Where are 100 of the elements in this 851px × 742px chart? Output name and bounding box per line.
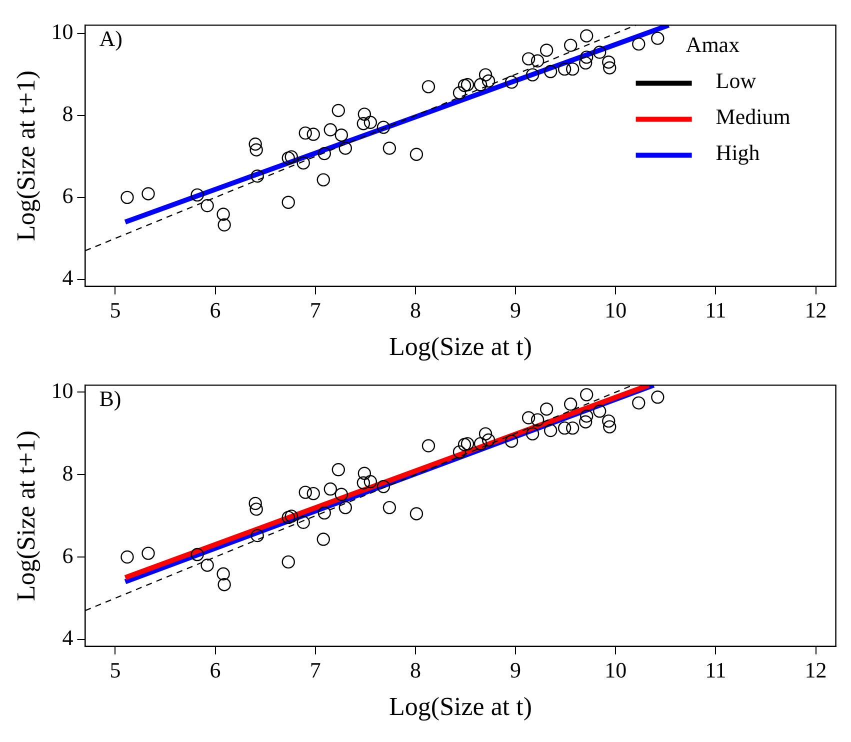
point [318, 506, 331, 520]
point [296, 156, 310, 170]
y-tick-label: 6 [62, 183, 74, 208]
point [382, 142, 396, 155]
point [458, 78, 472, 92]
point [410, 148, 424, 161]
point [364, 475, 378, 488]
x-tick-label: 6 [210, 657, 221, 682]
y-tick-label: 10 [51, 19, 74, 44]
point [564, 38, 578, 52]
point [282, 151, 295, 165]
point [190, 188, 204, 202]
point [460, 437, 474, 450]
point [218, 218, 231, 232]
point [332, 104, 346, 118]
point [376, 480, 390, 494]
point [410, 507, 424, 520]
point [250, 502, 263, 516]
point [602, 414, 616, 428]
point [482, 433, 496, 447]
x-axis-title: Log(Size at t) [389, 692, 532, 722]
point [474, 437, 488, 450]
point [632, 396, 646, 410]
point [250, 528, 264, 542]
point [364, 116, 378, 129]
point [356, 117, 370, 130]
point [478, 68, 492, 82]
point [316, 173, 330, 186]
point [250, 143, 263, 156]
y-tick-label: 8 [62, 460, 74, 486]
legend-label: Medium [716, 104, 790, 129]
point [474, 78, 488, 92]
point [376, 120, 390, 134]
annotation: B) [99, 386, 122, 411]
point [358, 108, 372, 121]
legend-label: High [716, 140, 760, 165]
point [200, 558, 214, 572]
point [540, 402, 554, 416]
x-tick-label: 10 [604, 297, 627, 322]
point [316, 532, 330, 546]
point [579, 415, 592, 428]
point [298, 126, 312, 140]
y-tick-label: 6 [62, 542, 74, 568]
y-axis-title: Log(Size at t+1) [11, 430, 40, 602]
x-tick-label: 8 [410, 657, 421, 682]
point [218, 578, 231, 592]
point [603, 61, 616, 74]
y-tick-label: 4 [62, 625, 74, 650]
point [358, 466, 372, 480]
point [580, 29, 594, 42]
point [332, 463, 346, 476]
point [579, 56, 592, 70]
x-tick-label: 10 [604, 657, 627, 682]
point [530, 54, 544, 68]
y-tick-label: 8 [62, 101, 74, 126]
point [593, 46, 606, 59]
y-tick-label: 4 [62, 265, 74, 290]
point [452, 445, 466, 459]
y-tick-label: 10 [51, 378, 74, 403]
point [504, 76, 518, 89]
legend-title: Amax [686, 32, 740, 57]
point [282, 196, 295, 209]
point [382, 500, 396, 514]
point [142, 546, 155, 560]
point [566, 421, 580, 435]
point [190, 548, 204, 562]
x-axis-title: Log(Size at t) [389, 332, 532, 362]
point [298, 486, 312, 499]
point [580, 388, 594, 402]
point [306, 128, 320, 141]
point [651, 32, 664, 45]
point [482, 74, 496, 88]
point [593, 404, 606, 418]
y-axis-title: Log(Size at t+1) [11, 70, 40, 242]
point [540, 44, 554, 57]
point [522, 52, 536, 66]
point [526, 427, 540, 440]
point [478, 427, 492, 440]
point [422, 439, 436, 452]
point [306, 486, 320, 500]
point [602, 56, 616, 69]
x-tick-label: 7 [310, 297, 321, 322]
point [338, 500, 352, 514]
point [452, 86, 466, 100]
x-tick-label: 11 [705, 297, 726, 322]
point [558, 62, 572, 76]
point [318, 146, 331, 160]
point [248, 496, 262, 510]
x-tick-label: 11 [705, 657, 726, 682]
point [530, 413, 544, 426]
point [526, 68, 540, 82]
point [544, 424, 558, 438]
point [564, 398, 578, 411]
point [422, 80, 436, 94]
x-tick-label: 9 [510, 297, 522, 322]
legend-label: Low [716, 68, 756, 93]
x-tick-label: 8 [410, 297, 421, 322]
point [504, 434, 518, 448]
x-tick-label: 12 [804, 657, 827, 682]
point [334, 488, 348, 501]
